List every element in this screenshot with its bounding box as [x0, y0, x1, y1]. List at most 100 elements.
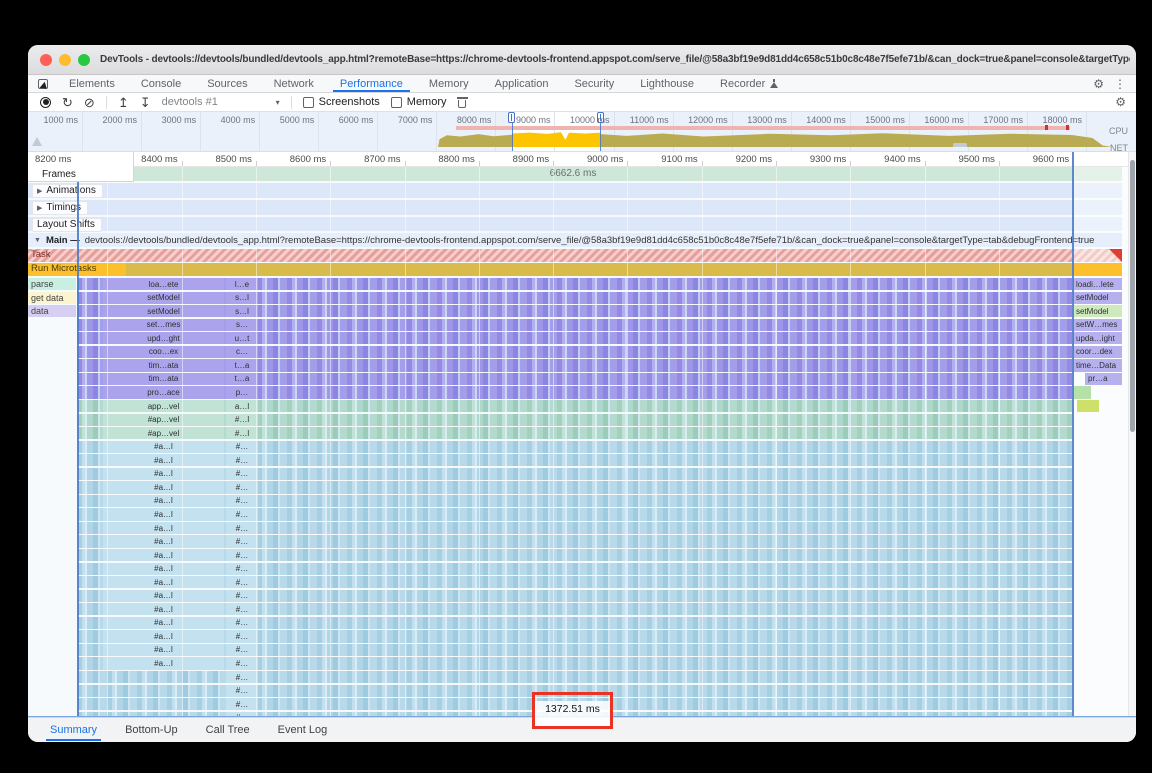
flame-event-row[interactable]: #a…l #…: [77, 508, 1072, 521]
timings-track-label[interactable]: ▶ Timings: [32, 201, 89, 215]
flame-event[interactable]: #…: [226, 616, 258, 630]
flame-event-row[interactable]: #a…l #…: [77, 657, 1072, 670]
flame-event-right[interactable]: coor…dex: [1073, 345, 1122, 359]
clear-recording-icon[interactable]: ⊘: [83, 94, 95, 110]
flame-event[interactable]: #…: [226, 481, 258, 494]
save-profile-icon[interactable]: ↧: [139, 94, 151, 110]
flame-event[interactable]: #…: [226, 494, 258, 508]
flame-event[interactable]: #a…l: [103, 521, 224, 535]
capture-settings-gear-icon[interactable]: ⚙: [1115, 95, 1126, 109]
flame-event[interactable]: t…a: [226, 372, 258, 386]
flame-event[interactable]: #…: [226, 670, 258, 684]
flame-event-row[interactable]: #a…l #…: [77, 576, 1072, 589]
flame-event-row[interactable]: pro…ace p…: [77, 386, 1072, 399]
run-microtasks-right-segment[interactable]: [1073, 263, 1122, 276]
inspect-element-icon[interactable]: [38, 78, 48, 89]
flame-event[interactable]: #…: [226, 698, 258, 711]
flame-event[interactable]: upd…ght: [103, 332, 224, 345]
flame-event[interactable]: s…l: [226, 291, 258, 304]
flame-event[interactable]: #…: [226, 576, 258, 589]
collapse-arrow-icon[interactable]: ▼: [34, 236, 41, 244]
flame-event-row[interactable]: #a…l #…: [77, 454, 1072, 467]
flame-event[interactable]: #…: [226, 562, 258, 575]
flame-event-row[interactable]: #a…l #…: [77, 440, 1072, 453]
flame-event[interactable]: #…: [226, 684, 258, 697]
flame-event[interactable]: a…l: [226, 399, 258, 413]
flame-event[interactable]: #…: [226, 589, 258, 602]
flame-event-right-bar[interactable]: [1073, 386, 1091, 399]
flame-event[interactable]: #…: [226, 603, 258, 616]
flame-event[interactable]: #a…l: [103, 616, 224, 630]
flame-event[interactable]: #…: [226, 643, 258, 657]
flame-event[interactable]: #a…l: [103, 494, 224, 508]
flame-event[interactable]: #a…l: [103, 562, 224, 575]
flame-event[interactable]: s…l: [226, 305, 258, 318]
flame-event-row[interactable]: #a…l #…: [77, 603, 1072, 616]
selection-left-handle[interactable]: [508, 112, 515, 123]
tab-network[interactable]: Network: [261, 75, 327, 92]
flame-event[interactable]: u…t: [226, 332, 258, 345]
flame-event[interactable]: t…a: [226, 359, 258, 372]
expand-arrow-icon[interactable]: ▶: [37, 187, 43, 195]
record-button[interactable]: [40, 96, 51, 108]
flame-event[interactable]: #a…l: [103, 576, 224, 589]
flame-event[interactable]: setModel: [103, 305, 224, 318]
tab-sources[interactable]: Sources: [194, 75, 260, 92]
flame-event[interactable]: loa…ete: [103, 278, 224, 291]
flame-event[interactable]: #…l: [226, 427, 258, 440]
flame-event-right[interactable]: upda…ight: [1073, 332, 1122, 345]
timeline-overview[interactable]: 1000 ms 2000 ms 3000 ms 4000 ms 5000 ms 6000 …: [28, 112, 1136, 152]
flame-event-row[interactable]: #…: [77, 670, 1072, 684]
flame-event-row[interactable]: #a…l #…: [77, 481, 1072, 494]
flame-event-row[interactable]: #…: [77, 684, 1072, 697]
flame-event-row[interactable]: #a…l #…: [77, 535, 1072, 548]
flame-event-row[interactable]: app…vel a…l: [77, 399, 1072, 413]
bottom-tab-call-tree[interactable]: Call Tree: [205, 724, 250, 736]
flame-event[interactable]: #ap…vel: [103, 427, 224, 440]
flame-event[interactable]: #a…l: [103, 657, 224, 670]
flame-event[interactable]: #a…l: [103, 535, 224, 548]
flame-event[interactable]: #…: [226, 521, 258, 535]
flame-event[interactable]: pro…ace: [103, 386, 224, 399]
bottom-tab-summary[interactable]: Summary: [36, 718, 111, 742]
tab-performance[interactable]: Performance: [327, 75, 416, 92]
tab-elements[interactable]: Elements: [56, 75, 128, 92]
flame-event[interactable]: c…: [226, 345, 258, 359]
flame-event[interactable]: #…: [226, 535, 258, 548]
flame-event[interactable]: tim…ata: [103, 372, 224, 386]
flame-event[interactable]: #…: [226, 711, 258, 716]
profile-select[interactable]: devtools #1 ▾: [162, 96, 280, 108]
maximize-window-button[interactable]: [78, 54, 90, 66]
tab-application[interactable]: Application: [482, 75, 562, 92]
flame-event[interactable]: #…: [226, 440, 258, 453]
flame-event-row[interactable]: #a…l #…: [77, 630, 1072, 643]
flame-event[interactable]: #…: [226, 467, 258, 480]
flame-event[interactable]: tim…ata: [103, 359, 224, 372]
flame-event[interactable]: #a…l: [103, 481, 224, 494]
flame-event-row[interactable]: #a…l #…: [77, 589, 1072, 602]
flame-event[interactable]: #a…l: [103, 440, 224, 453]
flame-event[interactable]: #…: [226, 508, 258, 521]
frames-track-label[interactable]: Frames: [42, 169, 76, 180]
flame-event[interactable]: #a…l: [103, 630, 224, 643]
flame-event-row[interactable]: #a…l #…: [77, 521, 1072, 535]
screenshots-checkbox-label[interactable]: Screenshots: [318, 96, 380, 108]
close-window-button[interactable]: [40, 54, 52, 66]
flame-event-row[interactable]: setModel s…l: [77, 305, 1072, 318]
flame-event-row[interactable]: loa…ete l…e: [77, 278, 1072, 291]
run-microtasks-event-bar[interactable]: Run Microtasks: [28, 263, 1122, 276]
bottom-tab-bottom-up[interactable]: Bottom-Up: [125, 724, 178, 736]
flame-event-row[interactable]: #ap…vel #…l: [77, 427, 1072, 440]
flame-event-right[interactable]: pr…a: [1085, 372, 1122, 386]
flame-event-right-bar[interactable]: [1077, 399, 1099, 413]
main-track-header[interactable]: ▼ Main — devtools://devtools/bundled/dev…: [28, 233, 1122, 247]
flame-event-right[interactable]: setModel: [1073, 291, 1122, 304]
flame-event-row[interactable]: set…mes s…: [77, 318, 1072, 331]
flame-event-row[interactable]: tim…ata t…a: [77, 372, 1072, 386]
load-profile-icon[interactable]: ↥: [117, 94, 129, 110]
memory-checkbox-label[interactable]: Memory: [406, 96, 447, 108]
flame-event-row[interactable]: #a…l #…: [77, 494, 1072, 508]
flame-event[interactable]: #a…l: [103, 549, 224, 562]
tab-lighthouse[interactable]: Lighthouse: [627, 75, 707, 92]
flame-event[interactable]: coo…ex: [103, 345, 224, 359]
